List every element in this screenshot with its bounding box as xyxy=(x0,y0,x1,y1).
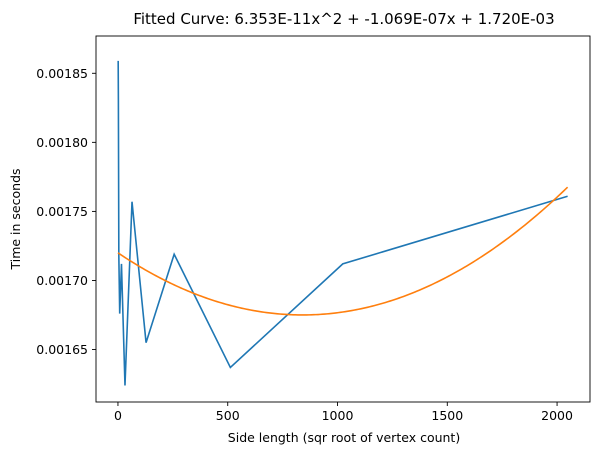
plot-area xyxy=(95,35,591,403)
x-tick-label: 0 xyxy=(114,408,122,423)
x-axis-label: Side length (sqr root of vertex count) xyxy=(228,430,460,445)
y-tick-label: 0.00175 xyxy=(36,204,88,219)
x-axis: 0 500 1000 1500 2000 xyxy=(114,402,573,423)
fitted-curve-line xyxy=(117,186,569,316)
x-tick-label: 1000 xyxy=(322,408,354,423)
y-tick-label: 0.00180 xyxy=(36,135,88,150)
y-axis-label: Time in seconds xyxy=(8,168,23,270)
y-tick-label: 0.00165 xyxy=(36,342,88,357)
chart-title: Fitted Curve: 6.353E-11x^2 + -1.069E-07x… xyxy=(133,10,554,28)
measured-time-line xyxy=(117,60,568,386)
y-tick-label: 0.00185 xyxy=(36,66,88,81)
y-tick-label: 0.00170 xyxy=(36,273,88,288)
x-tick-label: 1500 xyxy=(431,408,463,423)
y-axis: 0.00165 0.00170 0.00175 0.00180 0.00185 xyxy=(36,66,96,357)
x-tick-label: 2000 xyxy=(541,408,573,423)
x-tick-label: 500 xyxy=(216,408,240,423)
plot-frame xyxy=(95,35,591,403)
